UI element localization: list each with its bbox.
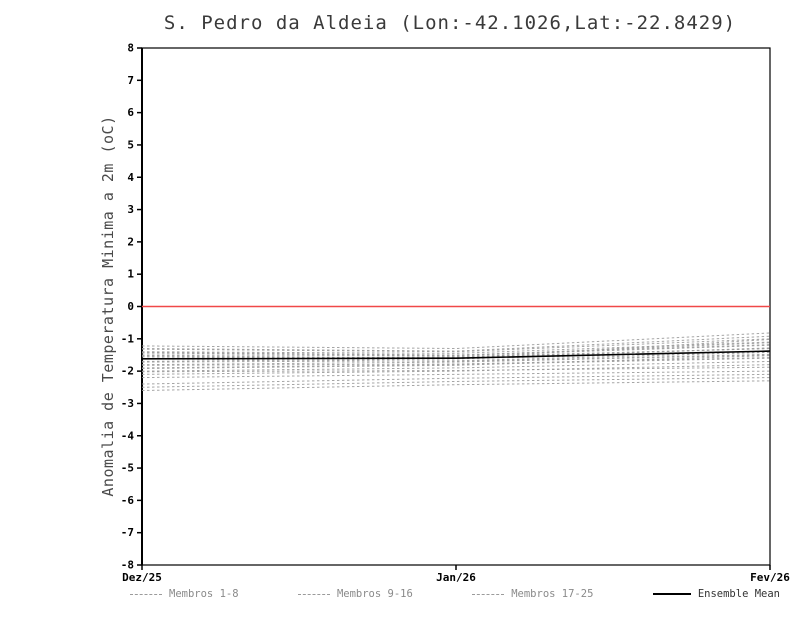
member-line — [141, 377, 771, 388]
member-line — [141, 341, 771, 354]
member-line — [141, 354, 771, 366]
x-tick-label: Jan/26 — [436, 571, 476, 584]
y-tick-label: -8 — [121, 559, 134, 572]
y-tick-label: -1 — [121, 332, 135, 345]
member-line — [141, 380, 771, 392]
legend-item: Membros 9-16 — [297, 588, 413, 600]
member-line — [141, 344, 771, 357]
y-tick-label: 6 — [127, 106, 134, 119]
y-tick-label: 2 — [127, 235, 134, 248]
y-tick-label: -6 — [121, 494, 135, 507]
legend-line-sample — [297, 593, 330, 595]
legend-label: Ensemble Mean — [697, 588, 780, 600]
ensemble-mean-line — [141, 350, 771, 360]
y-tick-label: 8 — [127, 42, 134, 55]
member-line — [141, 366, 771, 373]
y-tick-label: -7 — [121, 526, 134, 539]
member-line — [141, 338, 771, 353]
legend-item: Membros 17-25 — [472, 588, 593, 600]
legend-label: Membros 9-16 — [336, 588, 413, 600]
legend-line-sample — [130, 593, 162, 595]
member-line — [141, 364, 771, 375]
member-line — [141, 370, 771, 379]
y-tick-label: 3 — [127, 203, 134, 216]
legend-label: Membros 17-25 — [511, 588, 594, 600]
legend: Membros 1-8 Membros 9-16 Membros 17-25 Ense… — [130, 588, 780, 600]
y-tick-label: -3 — [121, 397, 134, 410]
member-line — [141, 335, 771, 352]
y-tick-label: 0 — [127, 300, 134, 313]
y-tick-label: -2 — [121, 365, 134, 378]
legend-item: Membros 1-8 — [130, 588, 239, 600]
legend-label: Membros 1-8 — [169, 588, 239, 600]
member-line — [141, 360, 771, 372]
y-tick-label: 1 — [127, 268, 134, 281]
member-line — [141, 338, 771, 359]
y-tick-label: 4 — [127, 171, 134, 184]
y-tick-label: 5 — [127, 138, 134, 151]
member-line — [141, 357, 771, 369]
legend-line-sample — [652, 593, 691, 595]
y-tick-label: -5 — [121, 462, 134, 475]
legend-line-sample — [472, 593, 505, 595]
chart-title: S. Pedro da Aldeia (Lon:-42.1026,Lat:-22… — [163, 12, 737, 34]
legend-item: Ensemble Mean — [652, 588, 780, 600]
x-tick-label: Dez/25 — [122, 571, 162, 584]
x-tick-label: Fev/26 — [750, 571, 790, 584]
member-line — [141, 373, 771, 385]
y-tick-label: -4 — [121, 429, 135, 442]
member-line — [141, 332, 771, 350]
y-tick-label: 7 — [127, 74, 134, 87]
